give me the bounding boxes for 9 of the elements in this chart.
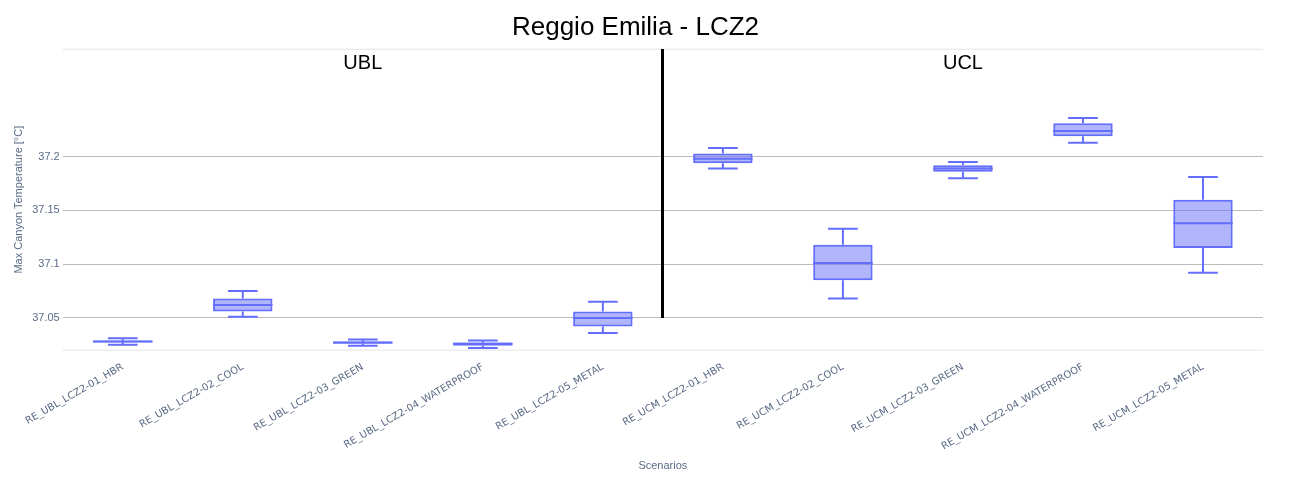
y-tick-label: 37.2: [38, 149, 60, 162]
y-axis-title: Max Canyon Temperature [°C]: [11, 125, 24, 274]
x-axis-title: Scenarios: [638, 459, 688, 472]
annotation: UCL: [942, 50, 983, 73]
annotation: UBL: [343, 50, 383, 73]
y-tick-label: 37.05: [32, 310, 60, 323]
y-tick-label: 37.1: [38, 257, 60, 270]
chart-title: Reggio Emilia - LCZ2: [511, 10, 760, 41]
y-tick-label: 37.15: [32, 203, 60, 216]
